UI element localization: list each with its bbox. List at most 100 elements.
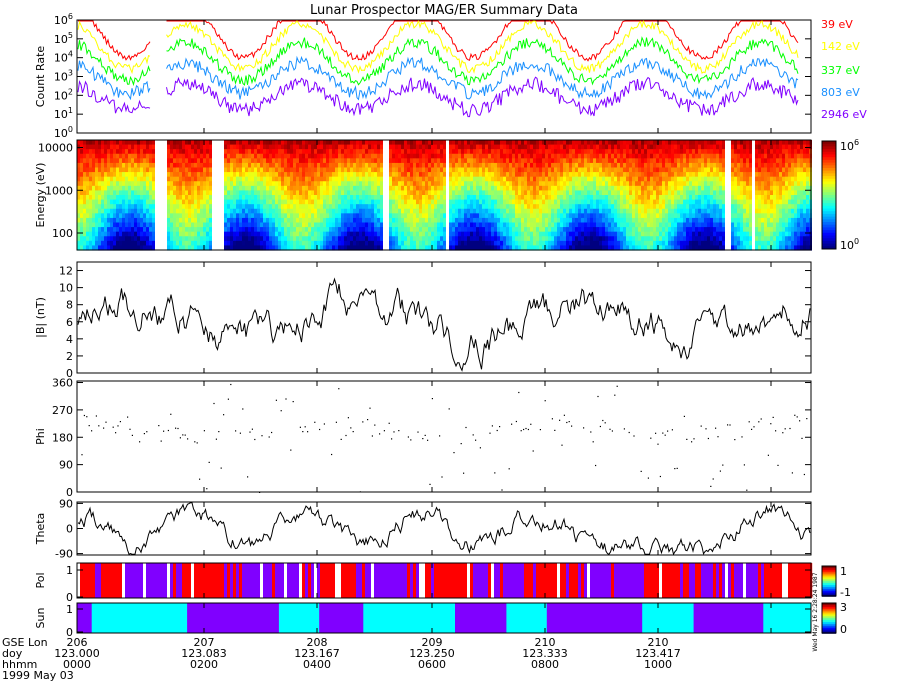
spectrogram-cell <box>464 231 467 237</box>
spectrogram-cell <box>317 217 320 224</box>
spectrogram-cell <box>707 158 710 164</box>
spectrogram-cell <box>599 227 602 233</box>
spectrogram-cell <box>650 236 653 242</box>
spectrogram-cell <box>266 181 269 187</box>
spectrogram-cell <box>269 181 272 187</box>
spectrogram-cell <box>134 195 137 201</box>
spectrogram-cell <box>434 158 437 164</box>
spectrogram-cell <box>92 245 95 251</box>
spectrogram-cell <box>143 181 146 187</box>
spectrogram-cell <box>485 167 488 173</box>
spectrogram-cell <box>299 185 302 192</box>
spectrogram-cell <box>686 222 689 228</box>
spectrogram-cell <box>299 158 302 164</box>
spectrogram-cell <box>365 240 368 247</box>
spectrogram-cell <box>194 236 197 242</box>
spectrogram-cell <box>515 227 518 233</box>
spectrogram-cell <box>191 149 194 155</box>
spectrogram-cell <box>707 217 710 224</box>
spectrogram-cell <box>455 162 458 169</box>
spectrogram-cell <box>698 149 701 155</box>
spectrogram-cell <box>284 185 287 192</box>
spectrogram-cell <box>272 245 275 251</box>
spectrogram-cell <box>467 217 470 224</box>
spectrogram-cell <box>257 190 260 196</box>
spectrogram-cell <box>722 204 725 210</box>
spectrogram-cell <box>287 144 290 150</box>
spectrogram-cell <box>299 222 302 228</box>
spectrogram-cell <box>554 199 557 205</box>
spectrogram-cell <box>443 176 446 182</box>
spectrogram-cell <box>401 190 404 196</box>
spectrogram-cell <box>599 199 602 205</box>
spectrogram-cell <box>206 199 209 205</box>
spectrogram-cell <box>629 190 632 196</box>
spectrogram-cell <box>599 185 602 192</box>
spectrogram-cell <box>365 158 368 164</box>
spectrogram-cell <box>599 222 602 228</box>
spectrogram-cell <box>512 149 515 155</box>
spectrogram-cell <box>596 240 599 247</box>
spectrogram-cell <box>365 167 368 173</box>
spectrogram-cell <box>230 231 233 237</box>
spectrogram-cell <box>662 140 665 146</box>
spectrogram-cell <box>416 185 419 192</box>
spectrogram-cell <box>536 208 539 214</box>
spectrogram-cell <box>665 199 668 205</box>
spectrogram-cell <box>203 158 206 164</box>
spectrogram-cell <box>320 172 323 178</box>
spectrogram-cell <box>614 240 617 247</box>
spectrogram-cell <box>122 172 125 178</box>
spectrogram-cell <box>206 245 209 251</box>
spectrogram-cell <box>242 231 245 237</box>
spectrogram-cell <box>398 227 401 233</box>
spectrogram-cell <box>524 213 527 219</box>
spectrogram-cell <box>692 140 695 146</box>
spectrogram-cell <box>629 158 632 164</box>
spectrogram-cell <box>347 153 350 159</box>
spectrogram-cell <box>680 231 683 237</box>
spectrogram-cell <box>290 140 293 146</box>
spectrogram-cell <box>233 213 236 219</box>
spectrogram-cell <box>611 222 614 228</box>
spectrogram-cell <box>452 236 455 242</box>
spectrogram-cell <box>116 213 119 219</box>
spectrogram-cell <box>116 144 119 150</box>
spectrogram-cell <box>263 204 266 210</box>
spectrogram-cell <box>245 208 248 214</box>
spectrogram-cell <box>353 195 356 201</box>
spectrogram-cell <box>296 195 299 201</box>
spectrogram-cell <box>533 153 536 159</box>
spectrogram-cell <box>419 181 422 187</box>
spectrogram-cell <box>551 172 554 178</box>
spectrogram-cell <box>275 213 278 219</box>
spectrogram-cell <box>539 158 542 164</box>
spectrogram-cell <box>110 185 113 192</box>
spectrogram-cell <box>632 213 635 219</box>
spectrogram-cell <box>230 227 233 233</box>
spectrogram-cell <box>89 208 92 214</box>
spectrogram-cell <box>653 208 656 214</box>
spectrogram-cell <box>617 245 620 251</box>
spectrogram-cell <box>119 240 122 247</box>
spectrogram-cell <box>542 149 545 155</box>
spectrogram-cell <box>224 222 227 228</box>
spectrogram-cell <box>731 208 734 214</box>
spectrogram-cell <box>521 204 524 210</box>
spectrogram-cell <box>443 185 446 192</box>
spectrogram-cell <box>419 245 422 251</box>
spectrogram-cell <box>431 217 434 224</box>
spectrogram-cell <box>185 213 188 219</box>
spectrogram-cell <box>614 181 617 187</box>
spectrogram-cell <box>242 245 245 251</box>
spectrogram-cell <box>182 236 185 242</box>
spectrogram-cell <box>314 204 317 210</box>
spectrogram-cell <box>248 213 251 219</box>
spectrogram-cell <box>647 140 650 146</box>
spectrogram-cell <box>92 217 95 224</box>
spectrogram-cell <box>173 149 176 155</box>
spectrogram-cell <box>422 153 425 159</box>
spectrogram-cell <box>167 144 170 150</box>
spectrogram-cell <box>665 158 668 164</box>
spectrogram-cell <box>233 185 236 192</box>
